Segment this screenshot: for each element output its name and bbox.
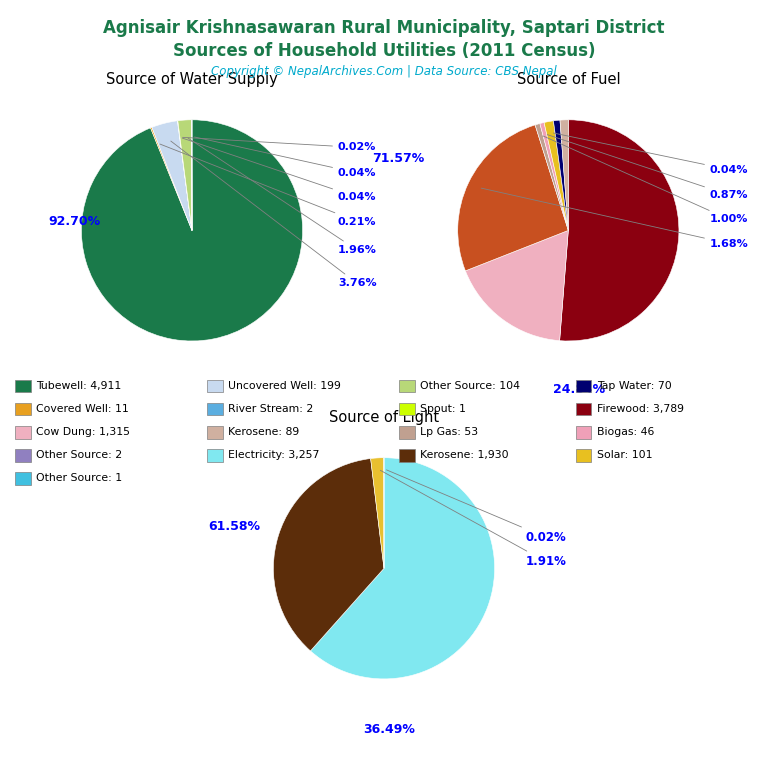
Text: 1.68%: 1.68% xyxy=(482,188,749,249)
Title: Source of Fuel: Source of Fuel xyxy=(517,72,620,87)
Text: River Stream: 2: River Stream: 2 xyxy=(228,404,313,415)
Text: Solar: 101: Solar: 101 xyxy=(597,450,652,461)
Text: 1.91%: 1.91% xyxy=(380,470,567,568)
Text: Uncovered Well: 199: Uncovered Well: 199 xyxy=(228,381,341,392)
Wedge shape xyxy=(371,458,384,568)
Text: 92.70%: 92.70% xyxy=(48,215,101,228)
Wedge shape xyxy=(560,120,679,341)
Text: 24.84%: 24.84% xyxy=(553,383,605,396)
Text: 0.02%: 0.02% xyxy=(183,137,376,153)
Wedge shape xyxy=(554,120,568,230)
Wedge shape xyxy=(310,458,495,679)
Text: 0.21%: 0.21% xyxy=(160,144,376,227)
Wedge shape xyxy=(544,121,568,230)
Text: Sources of Household Utilities (2011 Census): Sources of Household Utilities (2011 Cen… xyxy=(173,42,595,60)
Text: 36.49%: 36.49% xyxy=(363,723,415,737)
Text: 1.96%: 1.96% xyxy=(188,138,377,255)
Text: 0.04%: 0.04% xyxy=(554,133,748,174)
Text: Other Source: 2: Other Source: 2 xyxy=(36,450,122,461)
Text: 1.00%: 1.00% xyxy=(543,136,748,224)
Text: Agnisair Krishnasawaran Rural Municipality, Saptari District: Agnisair Krishnasawaran Rural Municipali… xyxy=(103,19,665,37)
Wedge shape xyxy=(178,120,192,230)
Text: 61.58%: 61.58% xyxy=(209,520,260,533)
Wedge shape xyxy=(535,124,568,230)
Wedge shape xyxy=(81,120,303,341)
Text: Biogas: 46: Biogas: 46 xyxy=(597,427,654,438)
Text: Other Source: 104: Other Source: 104 xyxy=(420,381,520,392)
Wedge shape xyxy=(273,458,384,651)
Text: 71.57%: 71.57% xyxy=(372,152,425,165)
Wedge shape xyxy=(177,121,192,230)
Text: Kerosene: 89: Kerosene: 89 xyxy=(228,427,300,438)
Wedge shape xyxy=(152,121,192,230)
Text: Tubewell: 4,911: Tubewell: 4,911 xyxy=(36,381,121,392)
Title: Source of Light: Source of Light xyxy=(329,410,439,425)
Text: Cow Dung: 1,315: Cow Dung: 1,315 xyxy=(36,427,130,438)
Wedge shape xyxy=(458,125,568,271)
Text: 0.87%: 0.87% xyxy=(548,134,748,200)
Wedge shape xyxy=(540,123,568,230)
Title: Source of Water Supply: Source of Water Supply xyxy=(106,72,278,87)
Wedge shape xyxy=(560,120,568,230)
Text: 0.04%: 0.04% xyxy=(182,138,376,202)
Wedge shape xyxy=(177,121,192,230)
Text: Kerosene: 1,930: Kerosene: 1,930 xyxy=(420,450,508,461)
Text: Covered Well: 11: Covered Well: 11 xyxy=(36,404,129,415)
Text: Other Source: 1: Other Source: 1 xyxy=(36,473,122,484)
Text: 3.76%: 3.76% xyxy=(170,141,376,289)
Text: 0.02%: 0.02% xyxy=(386,470,566,544)
Text: Copyright © NepalArchives.Com | Data Source: CBS Nepal: Copyright © NepalArchives.Com | Data Sou… xyxy=(211,65,557,78)
Text: 0.04%: 0.04% xyxy=(194,137,376,178)
Text: Electricity: 3,257: Electricity: 3,257 xyxy=(228,450,319,461)
Text: Spout: 1: Spout: 1 xyxy=(420,404,466,415)
Text: Tap Water: 70: Tap Water: 70 xyxy=(597,381,671,392)
Wedge shape xyxy=(151,127,192,230)
Text: Lp Gas: 53: Lp Gas: 53 xyxy=(420,427,478,438)
Text: Firewood: 3,789: Firewood: 3,789 xyxy=(597,404,684,415)
Wedge shape xyxy=(465,230,568,341)
